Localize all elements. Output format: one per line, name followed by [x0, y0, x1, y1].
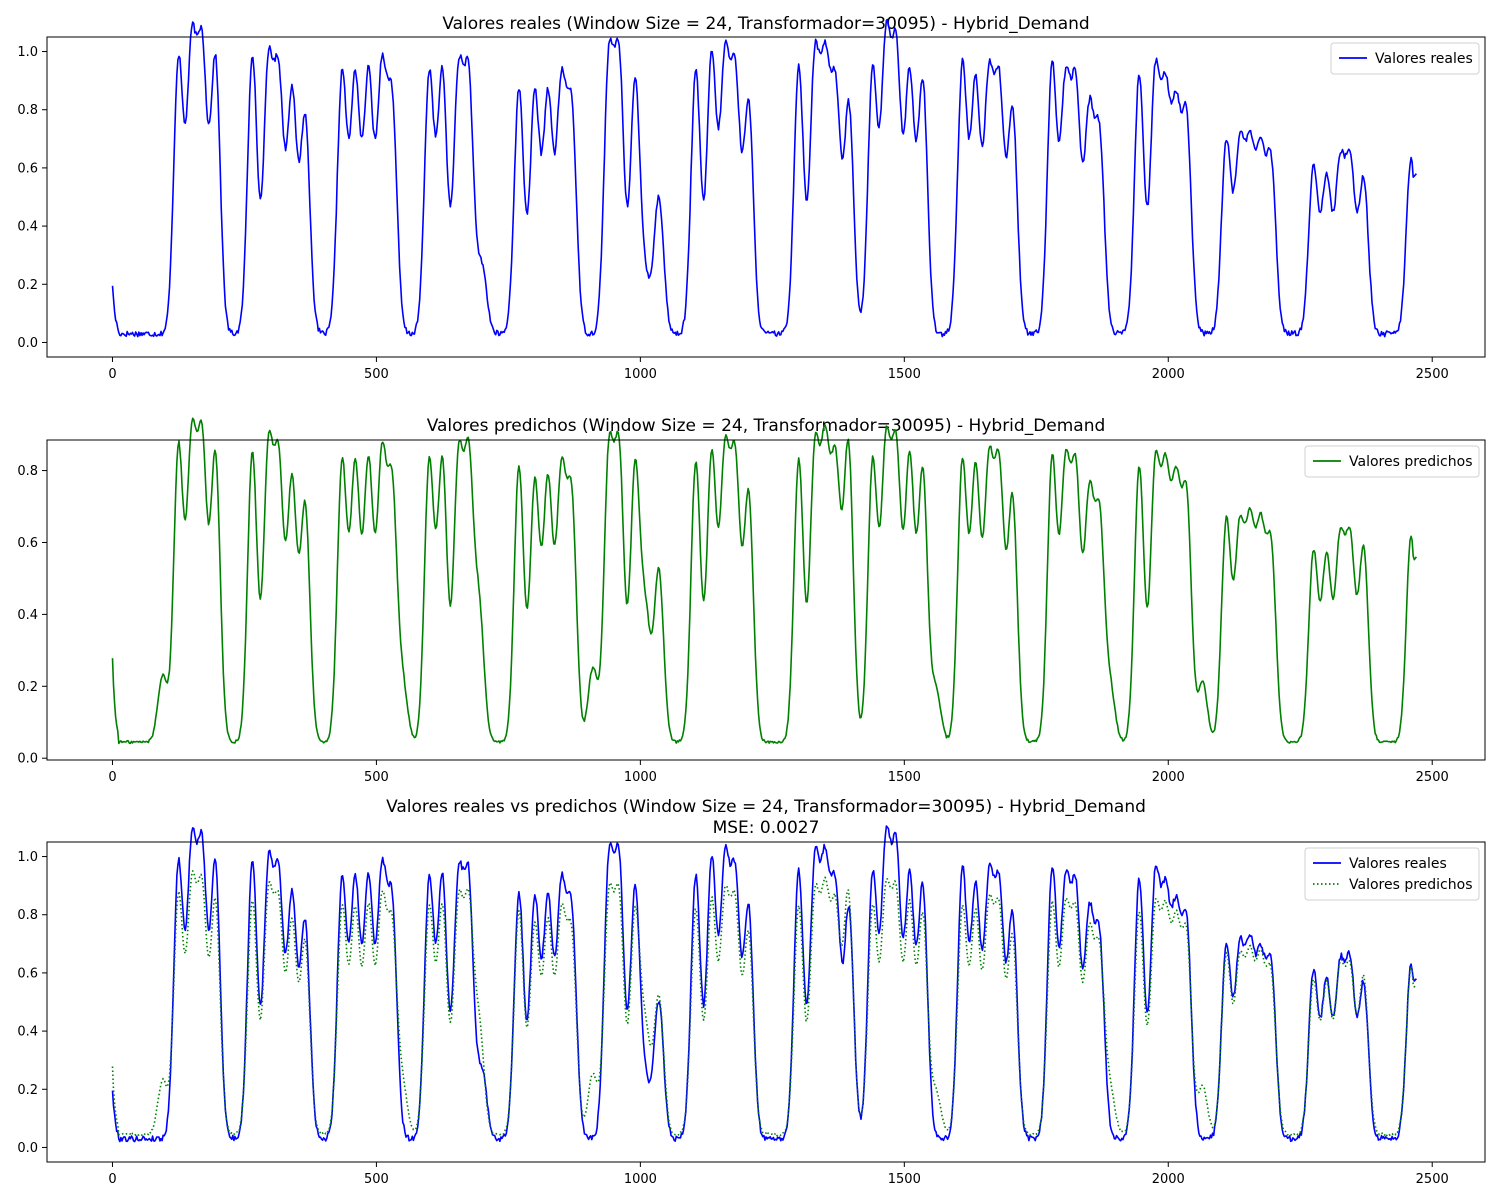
y-tick-label: 0.6: [17, 536, 38, 551]
x-tick-label: 0: [108, 1172, 116, 1187]
axes-frame: [46, 439, 1486, 761]
y-tick-label: 0.2: [17, 1083, 38, 1098]
x-tick-label: 1500: [888, 770, 921, 785]
y-tick-label: 0.8: [17, 103, 38, 118]
y-tick-label: 1.0: [17, 45, 38, 60]
plot-area: 0 500 1000 1500 2000 2500 0.0 0.2 0.4 0.6 0.8: [17, 417, 1486, 785]
legend: Valores reales: [1330, 42, 1480, 75]
y-tick-label: 0.6: [17, 161, 38, 176]
x-tick-label: 2500: [1416, 770, 1449, 785]
legend: Valores reales Valores predichos: [1304, 847, 1480, 901]
x-tick-label: 0: [108, 367, 116, 382]
axes-frame: [46, 841, 1486, 1163]
axes-frame: [46, 36, 1486, 358]
legend-label: Valores predichos: [1349, 877, 1472, 893]
x-tick-label: 1000: [624, 770, 657, 785]
panel-predicted-values: Valores predichos (Window Size = 24, Tra…: [17, 416, 1486, 785]
x-tick-label: 2000: [1152, 1172, 1185, 1187]
chart-title: Valores reales vs predichos (Window Size…: [386, 797, 1146, 817]
x-tick-label: 1000: [624, 1172, 657, 1187]
plot-area: 0 500 1000 1500 2000 2500 0.0 0.2 0.4 0.6 0.8 1.0: [17, 825, 1486, 1187]
x-tick-label: 1500: [888, 367, 921, 382]
series-line-predicted: [111, 417, 1418, 745]
y-tick-label: 0.2: [17, 680, 38, 695]
y-tick-label: 0.8: [17, 908, 38, 923]
legend-box: [1304, 445, 1480, 478]
y-tick-label: 0.0: [17, 336, 38, 351]
panel-real-vs-predicted: Valores reales vs predichos (Window Size…: [17, 797, 1486, 1187]
y-tick-label: 0.4: [17, 220, 38, 235]
x-tick-label: 1000: [624, 367, 657, 382]
x-tick-label: 2500: [1416, 1172, 1449, 1187]
y-tick-label: 0.0: [17, 1141, 38, 1156]
plot-area: 0 500 1000 1500 2000 2500 0.0 0.2 0.4 0.6 0.8 1.0: [17, 18, 1486, 382]
x-tick-label: 0: [108, 770, 116, 785]
panel-real-values: Valores reales (Window Size = 24, Transf…: [17, 14, 1486, 382]
legend-label: Valores reales: [1375, 51, 1473, 67]
legend-box: [1330, 42, 1480, 75]
y-tick-label: 0.4: [17, 1025, 38, 1040]
y-tick-label: 0.6: [17, 966, 38, 981]
chart-subtitle: MSE: 0.0027: [713, 818, 820, 838]
y-tick-label: 0.4: [17, 608, 38, 623]
x-tick-label: 500: [364, 367, 389, 382]
series-line-real: [111, 18, 1417, 338]
x-tick-label: 2000: [1152, 770, 1185, 785]
x-tick-label: 500: [364, 1172, 389, 1187]
x-tick-label: 1500: [888, 1172, 921, 1187]
x-tick-label: 2500: [1416, 367, 1449, 382]
y-tick-label: 0.2: [17, 278, 38, 293]
legend: Valores predichos: [1304, 445, 1480, 478]
y-tick-label: 0.8: [17, 464, 38, 479]
legend-label: Valores reales: [1349, 856, 1447, 872]
legend-box: [1304, 847, 1480, 901]
x-tick-label: 2000: [1152, 367, 1185, 382]
series-line-predicted: [111, 870, 1417, 1137]
chart-title: Valores predichos (Window Size = 24, Tra…: [427, 416, 1106, 436]
y-tick-label: 1.0: [17, 850, 38, 865]
x-tick-label: 500: [364, 770, 389, 785]
y-tick-label: 0.0: [17, 752, 38, 767]
legend-label: Valores predichos: [1349, 454, 1472, 470]
chart-title: Valores reales (Window Size = 24, Transf…: [442, 14, 1089, 34]
